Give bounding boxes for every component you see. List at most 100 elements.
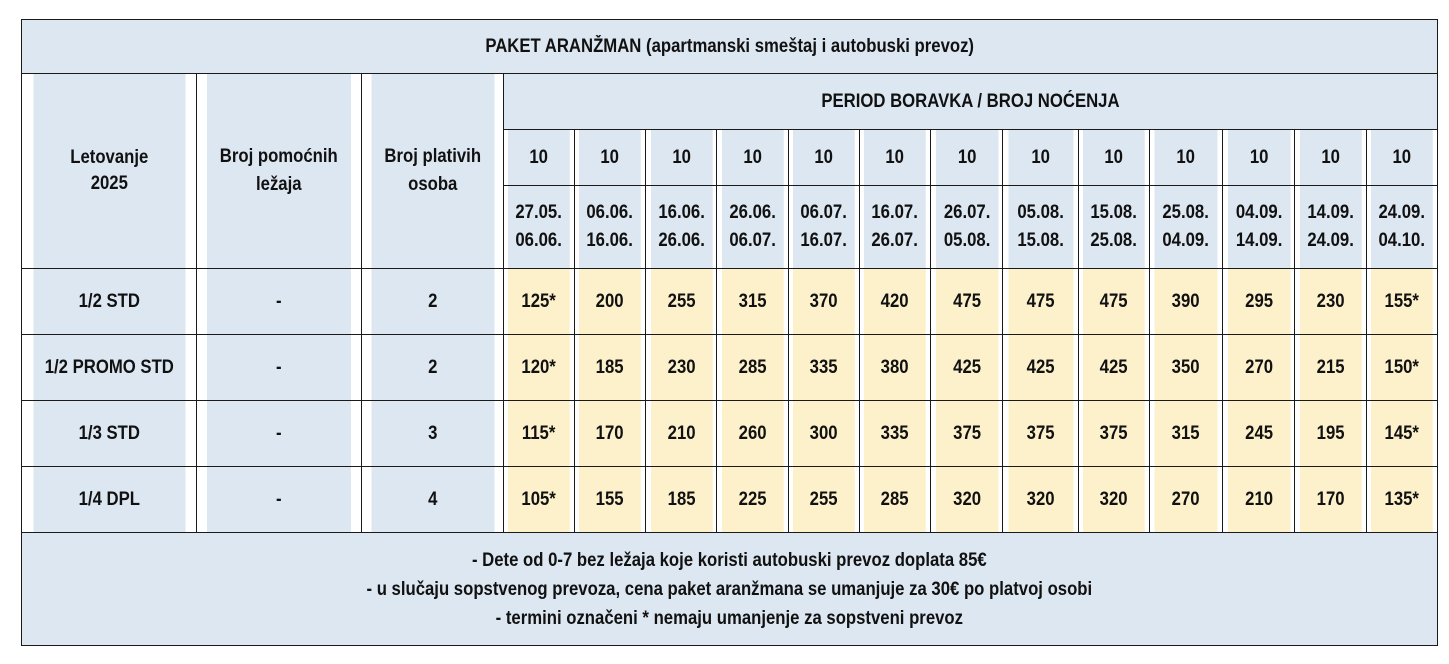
- price-cell: 475: [934, 268, 999, 335]
- price-cell: 155*: [1369, 268, 1434, 335]
- price-cell: 285: [720, 334, 785, 401]
- period-from: 27.05.: [515, 202, 563, 223]
- price-cell: 425: [1006, 334, 1074, 401]
- nights-cell: 10: [720, 129, 785, 186]
- period-to: 14.09.: [1235, 230, 1282, 251]
- price-cell: 315: [1153, 400, 1219, 467]
- nights-cell: 10: [934, 129, 999, 186]
- table-row: 1/2 STD -2 125* 200 255 315 370 420 475 475 475 390…: [22, 268, 1438, 335]
- aux-beds-cell: -: [205, 466, 353, 533]
- period-from: 24.09.: [1378, 202, 1426, 223]
- price-cell: 105*: [506, 466, 571, 533]
- period-to: 16.06.: [586, 230, 634, 251]
- price-cell: 420: [863, 268, 927, 335]
- period-dates-cell: 16.07. 26.07.: [863, 185, 927, 269]
- nights-cell: 10: [1006, 129, 1074, 186]
- price-cell: 145*: [1369, 400, 1434, 467]
- period-from: 06.07.: [800, 202, 847, 223]
- period-dates-cell: 26.07. 05.08.: [934, 185, 999, 269]
- period-dates-cell: 27.05. 06.06.: [506, 185, 571, 269]
- price-cell: 260: [720, 400, 785, 467]
- period-header: PERIOD BORAVKA / BROJ NOĆENJA: [502, 73, 1439, 130]
- price-cell: 425: [1081, 334, 1146, 401]
- period-dates-cell: 06.07. 16.07.: [791, 185, 856, 269]
- footnote-line: - Dete od 0-7 bez ležaja koje koristi au…: [472, 549, 987, 571]
- price-cell: 230: [1298, 268, 1363, 335]
- period-from: 06.06.: [586, 202, 634, 223]
- nights-cell: 10: [649, 129, 714, 186]
- price-cell: 375: [934, 400, 999, 467]
- price-cell: 195: [1298, 400, 1363, 467]
- period-dates-cell: 26.06. 06.07.: [720, 185, 785, 269]
- price-cell: 315: [720, 268, 785, 335]
- period-to: 26.06.: [657, 230, 705, 251]
- price-cell: 185: [578, 334, 642, 401]
- aux-beds-cell: -: [205, 400, 353, 467]
- price-cell: 115*: [506, 400, 571, 467]
- price-cell: 375: [1006, 400, 1074, 467]
- price-cell: 285: [863, 466, 927, 533]
- room-type-cell: 1/2 STD: [31, 268, 187, 335]
- aux-beds-cell: -: [205, 268, 353, 335]
- table-row: 1/3 STD -3 115* 170 210 260 300 335 375 375 375 315…: [22, 400, 1438, 467]
- price-cell: 185: [649, 466, 714, 533]
- price-cell: 390: [1153, 268, 1219, 335]
- table-title: PAKET ARANŽMAN (apartmanski smeštaj i au…: [21, 19, 1438, 74]
- period-to: 04.09.: [1162, 230, 1210, 251]
- price-cell: 320: [1081, 466, 1146, 533]
- period-dates-cell: 04.09. 14.09.: [1226, 185, 1291, 269]
- period-from: 16.07.: [871, 202, 919, 223]
- period-to: 15.08.: [1017, 230, 1064, 251]
- price-table: PAKET ARANŽMAN (apartmanski smeštaj i au…: [21, 19, 1439, 646]
- footnote-line: - u slučaju sopstvenog prevoza, cena pak…: [366, 578, 1093, 600]
- price-cell: 255: [791, 466, 856, 533]
- dates-row: 27.05. 06.06. 06.06. 16.06. 16.06. 26.06. 26.0…: [22, 185, 1438, 269]
- table-row: 1/2 PROMO STD -2 120* 185 230 285 335 380 425 425…: [22, 334, 1438, 401]
- nights-cell: 10: [1369, 129, 1434, 186]
- nights-cell: 10: [1226, 129, 1291, 186]
- price-cell: 335: [863, 400, 927, 467]
- nights-cell: 10: [506, 129, 571, 186]
- price-cell: 270: [1153, 466, 1219, 533]
- paying-persons-cell: 2: [369, 268, 496, 335]
- price-cell: 125*: [506, 268, 571, 335]
- period-from: 16.06.: [657, 202, 705, 223]
- period-dates-cell: 05.08. 15.08.: [1006, 185, 1074, 269]
- price-cell: 350: [1153, 334, 1219, 401]
- period-dates-cell: 16.06. 26.06.: [649, 185, 714, 269]
- period-dates-cell: 25.08. 04.09.: [1153, 185, 1219, 269]
- footnote-line: - termini označeni * nemaju umanjenje za…: [495, 607, 964, 629]
- room-type-cell: 1/2 PROMO STD: [31, 334, 187, 401]
- paying-persons-header: Broj plativih osoba: [369, 73, 496, 269]
- price-cell: 320: [1006, 466, 1074, 533]
- paying-persons-cell: 4: [369, 466, 496, 533]
- price-cell: 425: [934, 334, 999, 401]
- nights-cell: 10: [1153, 129, 1219, 186]
- price-cell: 170: [1298, 466, 1363, 533]
- price-cell: 150*: [1369, 334, 1434, 401]
- season-label: Letovanje 2025: [31, 73, 187, 269]
- price-cell: 335: [791, 334, 856, 401]
- price-cell: 370: [791, 268, 856, 335]
- period-from: 25.08.: [1162, 202, 1210, 223]
- price-cell: 255: [649, 268, 714, 335]
- period-dates-cell: 15.08. 25.08.: [1081, 185, 1146, 269]
- period-to: 24.09.: [1307, 230, 1354, 251]
- price-cell: 270: [1226, 334, 1291, 401]
- price-cell: 200: [578, 268, 642, 335]
- price-cell: 225: [720, 466, 785, 533]
- aux-beds-cell: -: [205, 334, 353, 401]
- price-cell: 380: [863, 334, 927, 401]
- nights-cell: 10: [1298, 129, 1363, 186]
- price-cell: 170: [578, 400, 642, 467]
- price-cell: 210: [649, 400, 714, 467]
- price-cell: 300: [791, 400, 856, 467]
- period-to: 05.08.: [943, 230, 990, 251]
- period-to: 16.07.: [800, 230, 847, 251]
- price-cell: 320: [934, 466, 999, 533]
- price-cell: 245: [1226, 400, 1291, 467]
- period-dates-cell: 24.09. 04.10.: [1369, 185, 1434, 269]
- price-cell: 295: [1226, 268, 1291, 335]
- period-to: 06.07.: [729, 230, 776, 251]
- period-from: 05.08.: [1017, 202, 1064, 223]
